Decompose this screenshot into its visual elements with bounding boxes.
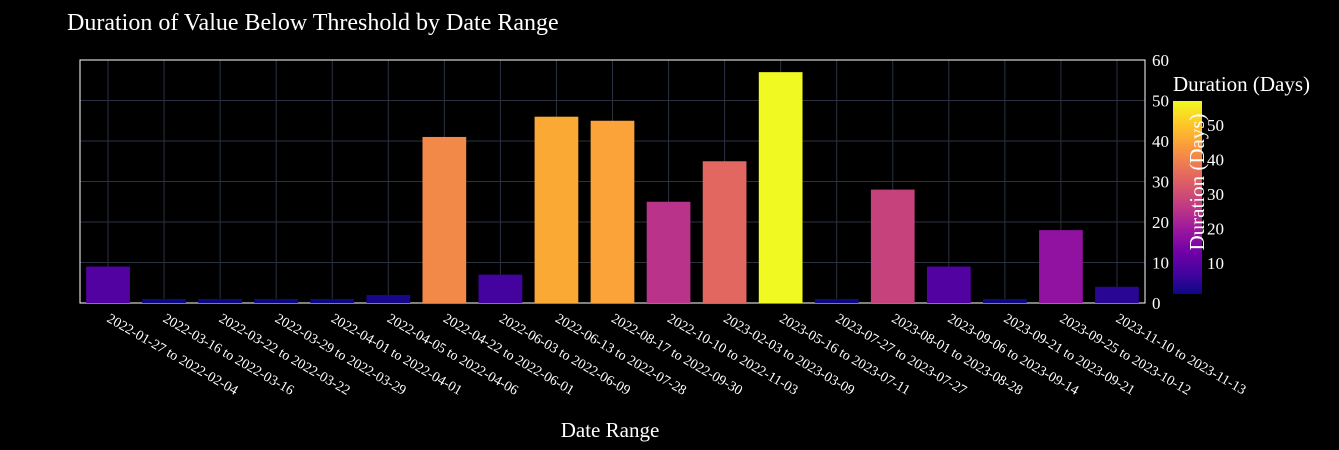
colorbar-title: Duration (Days) bbox=[1173, 72, 1310, 96]
y-tick-label: 10 bbox=[1152, 254, 1169, 273]
y-tick-label: 30 bbox=[1152, 173, 1169, 192]
y-tick-label: 0 bbox=[1152, 294, 1161, 313]
y-axis-title: Duration (Days) bbox=[1185, 113, 1209, 250]
y-axis-ticks: 0 10 20 30 40 50 60 bbox=[1152, 51, 1169, 313]
bar-2022-04-22 to 2022-06-01[interactable] bbox=[422, 136, 467, 303]
bar-2023-09-06 to 2023-09-14[interactable] bbox=[926, 266, 971, 303]
colorbar-ticks: 10 20 30 40 50 bbox=[1207, 116, 1224, 273]
x-axis-title: Date Range bbox=[561, 418, 660, 442]
colorbar-tick-label: 30 bbox=[1207, 185, 1224, 204]
bar-2023-02-03 to 2023-03-09[interactable] bbox=[702, 161, 747, 303]
bar-2022-03-29 to 2022-03-29[interactable] bbox=[254, 298, 299, 303]
bar-2022-03-16 to 2022-03-16[interactable] bbox=[142, 298, 186, 303]
chart-title: Duration of Value Below Threshold by Dat… bbox=[67, 10, 559, 36]
bar-2022-04-01 to 2022-04-01[interactable] bbox=[310, 298, 355, 303]
bar-2022-10-10 to 2022-11-03[interactable] bbox=[646, 201, 691, 303]
bar-2022-03-22 to 2022-03-22[interactable] bbox=[198, 298, 242, 303]
colorbar-tick-label: 50 bbox=[1207, 116, 1224, 135]
bar-2023-11-10 to 2023-11-13[interactable] bbox=[1095, 286, 1139, 303]
y-tick-label: 20 bbox=[1152, 213, 1169, 232]
bars bbox=[86, 72, 1139, 304]
bar-2022-06-03 to 2022-06-09[interactable] bbox=[478, 274, 523, 303]
bar-2022-06-13 to 2022-07-28[interactable] bbox=[534, 116, 579, 303]
bar-2023-05-16 to 2023-07-11[interactable] bbox=[758, 72, 803, 304]
bar-2022-08-17 to 2022-09-30[interactable] bbox=[590, 120, 635, 303]
colorbar: 10 20 30 40 50 Duration (Days) bbox=[1173, 72, 1310, 294]
bar-2023-09-25 to 2023-10-12[interactable] bbox=[1039, 230, 1083, 303]
colorbar-tick-label: 10 bbox=[1207, 254, 1224, 273]
bar-2023-08-01 to 2023-08-28[interactable] bbox=[870, 189, 915, 303]
bar-2022-01-27 to 2022-02-04[interactable] bbox=[86, 266, 130, 303]
bar-2022-04-05 to 2022-04-06[interactable] bbox=[366, 294, 411, 303]
colorbar-tick-label: 20 bbox=[1207, 220, 1224, 239]
bar-2023-09-21 to 2023-09-21[interactable] bbox=[983, 298, 1027, 303]
colorbar-gradient bbox=[1173, 101, 1202, 294]
y-tick-label: 40 bbox=[1152, 132, 1169, 151]
bar-2023-07-27 to 2023-07-27[interactable] bbox=[814, 298, 859, 303]
colorbar-tick-label: 40 bbox=[1207, 151, 1224, 170]
y-tick-label: 60 bbox=[1152, 51, 1169, 70]
y-tick-label: 50 bbox=[1152, 92, 1169, 111]
